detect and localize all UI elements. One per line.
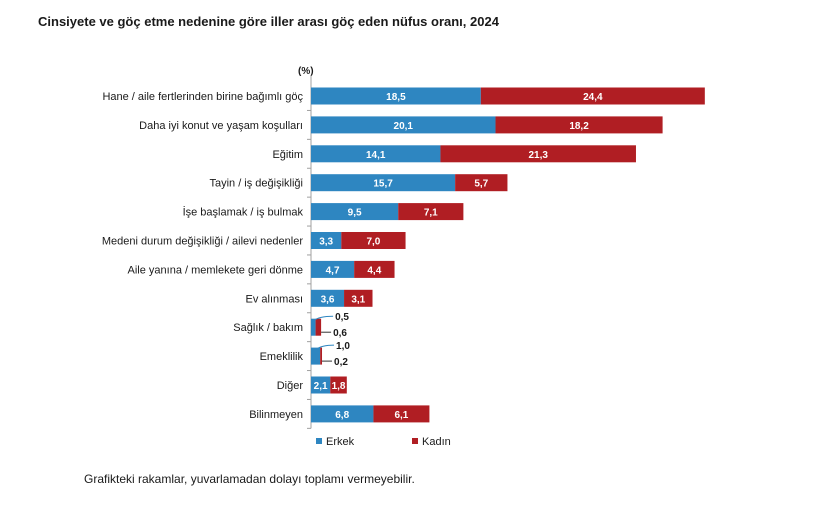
data-label-erkek: 15,7 [373,179,393,190]
legend-swatch-erkek [316,438,322,444]
category-label: Medeni durum değişikliği / ailevi nedenl… [102,236,304,248]
footnote: Grafikteki rakamlar, yuvarlamadan dolayı… [84,472,415,486]
bar-kadin [320,347,323,365]
data-label-erkek: 4,7 [326,265,340,276]
category-label: Daha iyi konut ve yaşam koşulları [139,120,303,132]
data-label-erkek: 3,3 [319,237,333,248]
data-label-kadin: 0,6 [333,328,347,339]
chart-title: Cinsiyete ve göç etme nedenine göre ille… [38,14,499,29]
bar-kadin [315,318,322,336]
data-label-erkek: 3,6 [321,294,335,305]
bar-kadin [330,376,347,394]
bar-erkek [311,260,355,278]
bar-kadin [344,289,373,307]
category-label: Emeklilik [260,351,304,363]
bar-erkek [311,174,456,192]
bar-erkek [311,318,316,336]
category-label: Tayin / iş değişikliği [209,178,303,190]
bar-kadin [341,232,406,249]
data-label-erkek: 6,8 [335,410,349,421]
leader-line-erkek [312,315,334,322]
category-label: İşe başlamak / iş bulmak [183,206,304,219]
leader-line-erkek [315,344,335,351]
data-label-kadin: 0,2 [334,357,348,368]
category-label: Aile yanına / memlekete geri dönme [128,264,303,276]
legend-label-kadin: Kadın [422,436,451,448]
data-label-erkek: 1,0 [336,341,350,352]
bar-kadin [495,116,663,134]
bar-kadin [440,145,636,163]
category-label: Eğitim [272,149,303,161]
data-label-kadin: 4,4 [367,265,381,276]
data-label-kadin: 3,1 [351,294,365,305]
bar-erkek [311,145,441,163]
data-label-erkek: 14,1 [366,150,386,161]
bar-kadin [455,174,508,192]
data-label-kadin: 21,3 [528,150,548,161]
data-label-erkek: 0,5 [335,312,349,323]
category-label: Bilinmeyen [249,409,303,421]
bar-kadin [373,405,430,423]
bar-erkek [311,203,399,221]
bar-kadin [354,260,395,278]
bar-kadin [398,203,464,221]
bar-erkek [311,376,331,394]
data-label-erkek: 20,1 [394,121,414,132]
bar-erkek [311,116,496,134]
bar-erkek [311,347,321,365]
data-label-erkek: 9,5 [348,208,362,219]
category-label: Diğer [277,380,304,392]
bar-erkek [311,87,481,105]
data-label-kadin: 7,1 [424,208,438,219]
unit-label: (%) [298,66,314,77]
data-label-kadin: 18,2 [569,121,589,132]
legend-label-erkek: Erkek [326,436,355,448]
data-label-erkek: 2,1 [314,381,328,392]
data-label-kadin: 6,1 [394,410,408,421]
legend-swatch-kadin [412,438,418,444]
data-label-kadin: 5,7 [474,179,488,190]
data-label-kadin: 7,0 [366,237,380,248]
bar-erkek [311,405,374,423]
data-label-erkek: 18,5 [386,92,406,103]
data-label-kadin: 1,8 [332,381,346,392]
bar-erkek [311,289,345,307]
category-label: Ev alınması [246,293,303,305]
data-label-kadin: 24,4 [583,92,603,103]
category-label: Hane / aile fertlerinden birine bağımlı … [102,91,303,103]
bar-erkek [311,232,342,249]
category-label: Sağlık / bakım [233,322,303,334]
bar-kadin [480,87,705,105]
